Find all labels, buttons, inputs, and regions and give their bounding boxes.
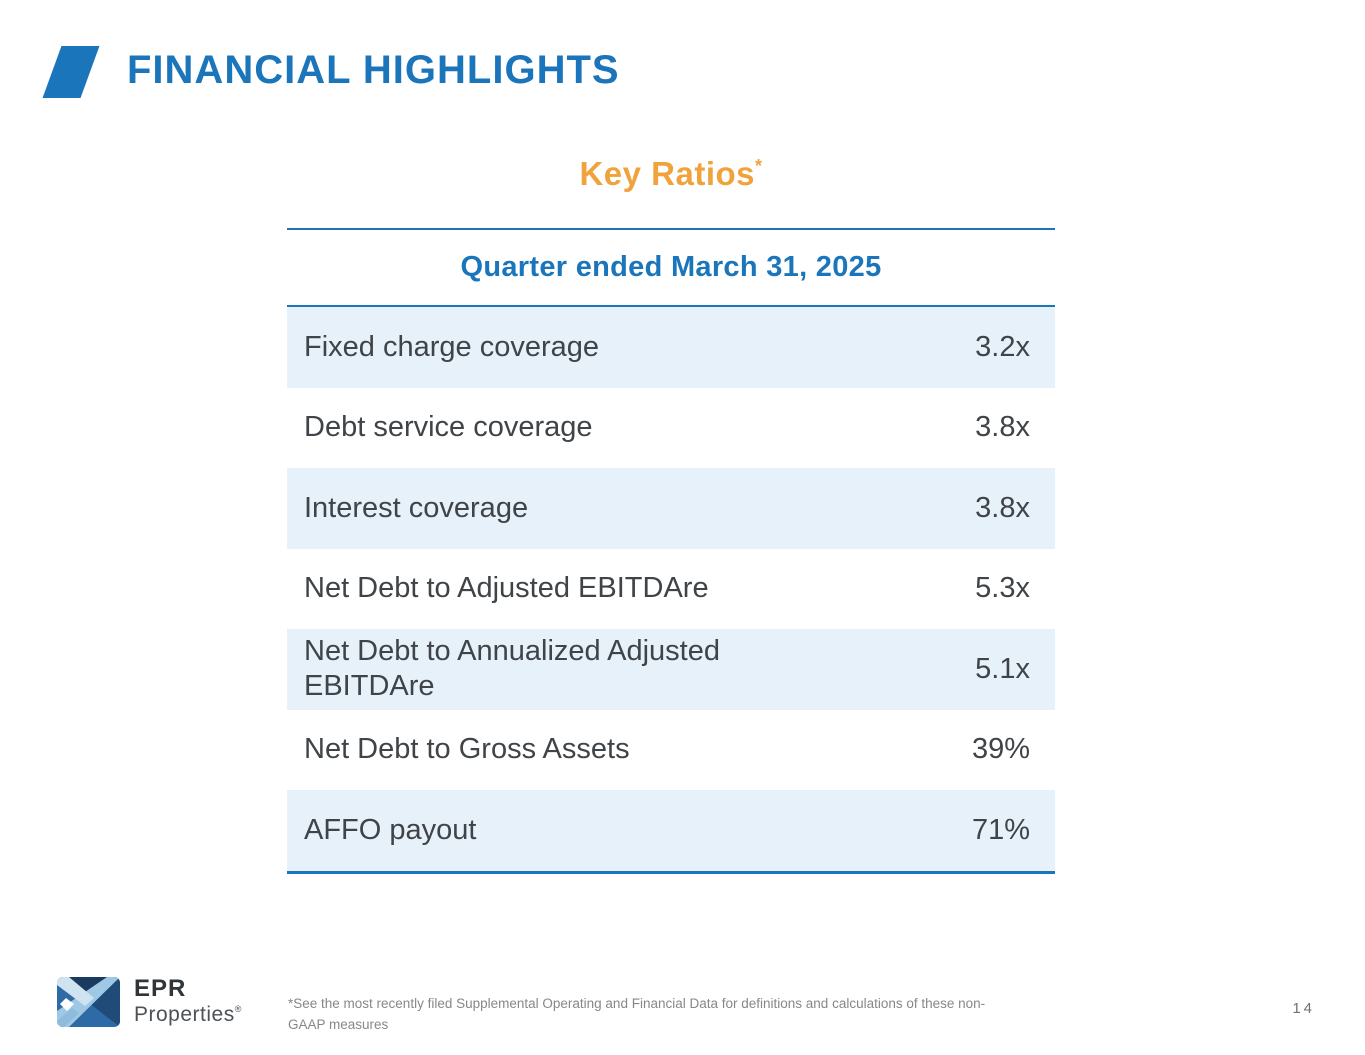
table-body: Fixed charge coverage 3.2x Debt service … (287, 307, 1055, 874)
ratio-label: Fixed charge coverage (304, 330, 599, 363)
registered-trademark-symbol: ® (234, 1004, 242, 1014)
ratio-label: Interest coverage (304, 491, 529, 524)
ratio-label: Net Debt to Adjusted EBITDAre (304, 572, 709, 605)
ratio-label: Net Debt to Gross Assets (304, 733, 630, 766)
ratio-value: 3.8x (975, 411, 1030, 444)
table-row: Net Debt to Gross Assets 39% (287, 710, 1055, 791)
ratio-value: 39% (971, 733, 1030, 766)
table-title: Key Ratios* (287, 155, 1055, 193)
table-row: AFFO payout 71% (287, 790, 1055, 871)
key-ratios-table: Key Ratios* Quarter ended March 31, 2025… (287, 0, 1055, 900)
table-column-header: Quarter ended March 31, 2025 (287, 228, 1055, 307)
logo-company-sub: Properties® (134, 1004, 242, 1025)
title-parallelogram-icon (42, 46, 100, 98)
table-row: Net Debt to Annualized Adjusted EBITDAre… (287, 629, 1055, 710)
ratio-value: 5.3x (975, 572, 1030, 605)
ratio-value: 3.8x (975, 491, 1030, 524)
footnote-marker: * (755, 156, 763, 176)
slide-title: FINANCIAL HIGHLIGHTS (127, 48, 620, 92)
epr-properties-logo: EPR Properties® (57, 977, 242, 1027)
ratio-label: Debt service coverage (304, 411, 593, 444)
epr-logo-icon (57, 977, 120, 1027)
table-row: Debt service coverage 3.8x (287, 388, 1055, 469)
ratio-value: 71% (971, 813, 1030, 846)
logo-company-name: EPR (134, 975, 187, 1002)
table-row: Fixed charge coverage 3.2x (287, 307, 1055, 388)
ratio-label: Net Debt to Annualized Adjusted EBITDAre (304, 635, 720, 703)
epr-logo-wordmark: EPR Properties® (134, 975, 242, 1026)
table-title-text: Key Ratios (579, 155, 756, 192)
ratio-label: AFFO payout (304, 813, 477, 846)
table-row: Net Debt to Adjusted EBITDAre 5.3x (287, 549, 1055, 630)
logo-properties-text: Properties (134, 1003, 235, 1026)
page-number: 14 (1292, 1000, 1315, 1017)
table-row: Interest coverage 3.8x (287, 468, 1055, 549)
ratio-value: 3.2x (975, 330, 1030, 363)
ratio-value: 5.1x (975, 652, 1030, 685)
slide-footnote: *See the most recently filed Supplementa… (288, 996, 986, 1032)
